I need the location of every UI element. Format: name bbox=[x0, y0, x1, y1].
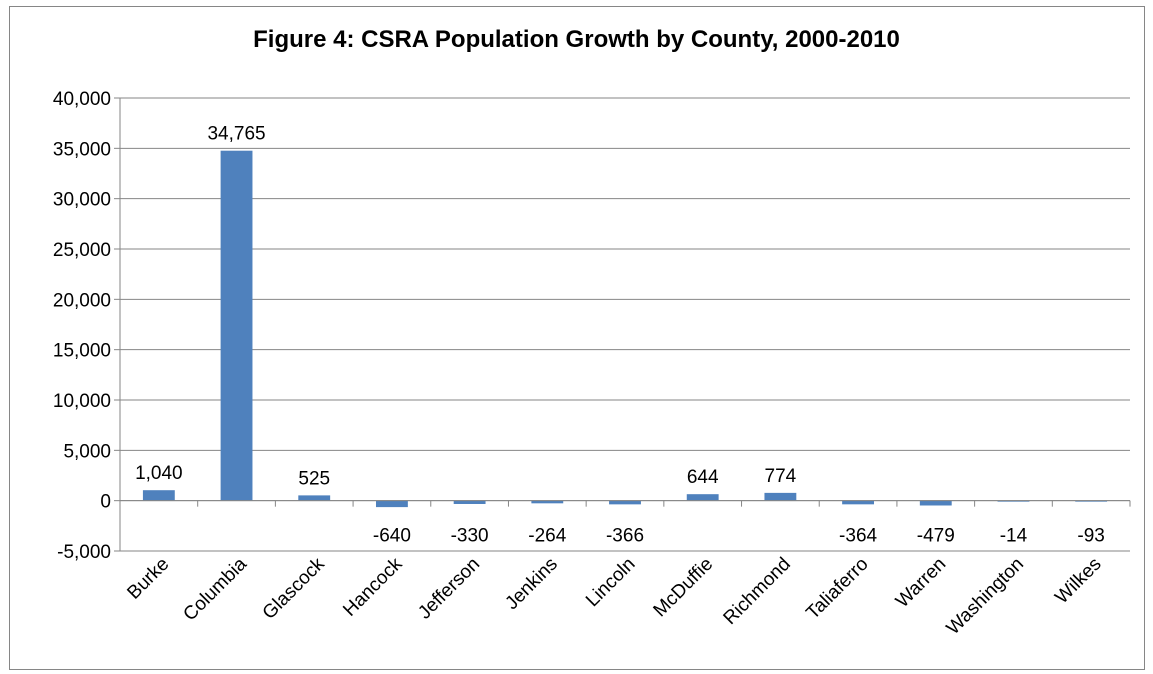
x-axis-ticks: Burke Columbia Glascock Hancock Jefferson Jen… bbox=[123, 553, 1105, 639]
axes bbox=[119, 98, 1131, 551]
data-label: -479 bbox=[917, 526, 955, 547]
bar bbox=[531, 500, 564, 504]
chart-title: Figure 4: CSRA Population Growth by Coun… bbox=[253, 26, 900, 53]
bar bbox=[609, 500, 641, 505]
y-tick-label: 20,000 bbox=[53, 290, 111, 311]
y-tick-label: 30,000 bbox=[53, 190, 111, 211]
data-label: -640 bbox=[373, 526, 411, 547]
chart-frame bbox=[9, 6, 1145, 670]
y-tick-label: 40,000 bbox=[53, 89, 111, 110]
x-tick-label: Lincoln bbox=[582, 554, 639, 611]
x-tick-label: Jenkins bbox=[501, 554, 561, 614]
y-axis-ticks: -5,000 0 5,000 10,000 15,000 20,000 25,000 30,0… bbox=[53, 89, 120, 563]
x-tick-label: Burke bbox=[123, 554, 173, 604]
data-label: 774 bbox=[765, 466, 797, 487]
data-label: -93 bbox=[1077, 526, 1104, 547]
y-tick-label: 15,000 bbox=[53, 341, 111, 362]
gridlines bbox=[120, 97, 1130, 552]
data-label: -364 bbox=[839, 526, 877, 547]
x-tick-label: McDuffie bbox=[650, 554, 718, 622]
x-tick-label: Columbia bbox=[179, 553, 251, 625]
x-tick-label: Washington bbox=[943, 554, 1028, 639]
x-tick-label: Richmond bbox=[720, 554, 795, 629]
bar bbox=[142, 490, 175, 501]
y-tick-label: 35,000 bbox=[53, 139, 111, 160]
bars bbox=[142, 150, 1108, 508]
x-tick-label: Taliaferro bbox=[802, 554, 872, 624]
data-label: 34,765 bbox=[207, 124, 265, 145]
data-label: -366 bbox=[606, 526, 644, 547]
data-label: 1,040 bbox=[135, 463, 183, 484]
bar bbox=[298, 495, 331, 501]
y-tick-label: 10,000 bbox=[53, 391, 111, 412]
bar bbox=[453, 500, 486, 504]
y-tick-label: 25,000 bbox=[53, 240, 111, 261]
bar bbox=[220, 150, 253, 501]
data-label: -264 bbox=[528, 526, 566, 547]
x-tick-label: Wilkes bbox=[1051, 554, 1105, 608]
x-tick-label: Hancock bbox=[339, 553, 406, 620]
y-tick-label: 0 bbox=[100, 492, 111, 513]
x-tick-label: Jefferson bbox=[414, 554, 484, 624]
bar bbox=[375, 500, 408, 508]
x-tick-label: Glascock bbox=[259, 553, 329, 623]
data-label: -330 bbox=[451, 526, 489, 547]
y-tick-label: 5,000 bbox=[63, 441, 111, 462]
bar bbox=[764, 492, 797, 501]
data-label: 644 bbox=[687, 467, 719, 488]
data-label: -14 bbox=[1000, 526, 1028, 547]
bar bbox=[919, 500, 952, 506]
data-labels: 1,040 34,765 525 -640 -330 -264 -366 644 774 -364… bbox=[135, 124, 1105, 547]
y-tick-label: -5,000 bbox=[57, 542, 111, 563]
x-tick-label: Warren bbox=[892, 554, 950, 612]
bar bbox=[842, 500, 875, 505]
data-label: 525 bbox=[298, 468, 330, 489]
bar bbox=[686, 494, 719, 501]
